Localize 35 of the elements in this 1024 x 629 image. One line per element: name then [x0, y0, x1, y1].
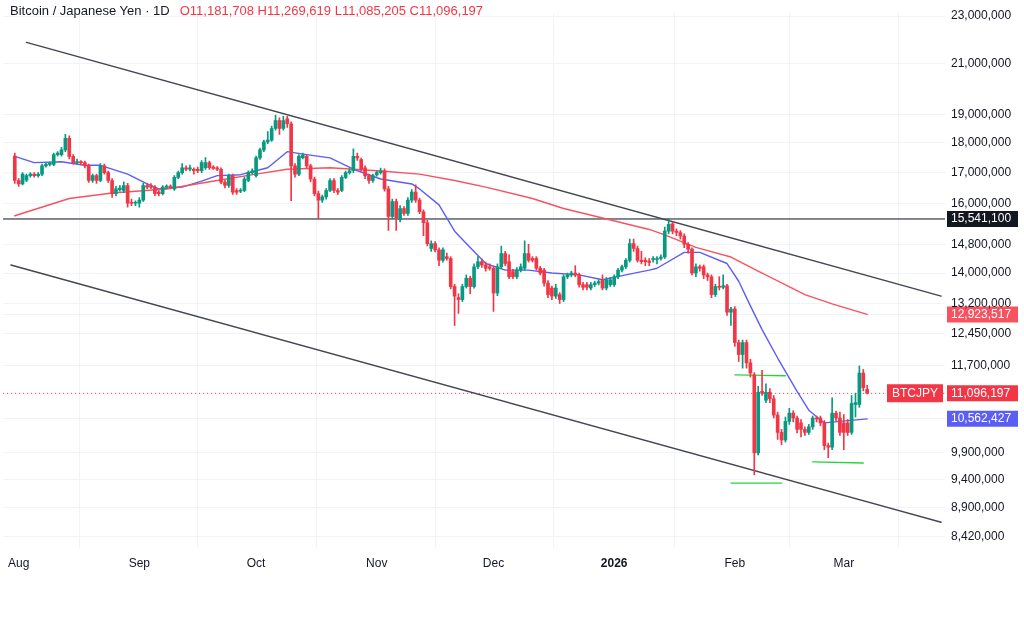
candlestick: [643, 257, 648, 267]
x-tick-label: Sep: [128, 555, 151, 570]
y-tick-label: 21,000,000: [951, 55, 1012, 70]
chart-subtitle: O11,181,708 H11,269,619 L11,085,205 C11,096,197: [179, 3, 484, 18]
y-tick-label: 12,450,000: [951, 326, 1012, 341]
y-tick-label: 17,000,000: [951, 164, 1012, 179]
candlestick: [717, 276, 722, 291]
y-tick-label: 14,000,000: [951, 265, 1012, 280]
y-tick-label: 10,562,427: [951, 411, 1012, 426]
ref-line-label: BTCJPY: [891, 385, 938, 400]
y-tick-label: 9,400,000: [951, 471, 1005, 486]
chart-title: Bitcoin / Japanese Yen · 1D: [10, 3, 170, 18]
x-tick-label: Oct: [246, 555, 267, 570]
y-tick-label: 14,800,000: [951, 236, 1012, 251]
y-tick-label: 11,700,000: [951, 358, 1011, 373]
x-tick-label: Nov: [366, 555, 388, 570]
x-tick-label: Aug: [8, 555, 30, 570]
y-tick-label: 8,900,000: [951, 499, 1005, 514]
y-tick-label: 16,000,000: [951, 196, 1012, 211]
x-tick-label: Dec: [482, 555, 505, 570]
y-tick-label: 23,000,000: [951, 8, 1012, 23]
y-tick-label: 9,900,000: [951, 444, 1005, 459]
x-tick-label: Feb: [724, 555, 746, 570]
candlestick: [655, 256, 659, 265]
candlestick: [729, 307, 733, 326]
y-tick-label: 11,096,197: [951, 385, 1011, 400]
candlestick: [721, 274, 725, 290]
x-tick-label: 2026: [600, 555, 628, 570]
y-tick-label: 19,000,000: [951, 107, 1012, 122]
y-tick-label: 13,200,000: [951, 295, 1012, 310]
y-tick-label: 8,420,000: [951, 528, 1005, 543]
y-tick-label: 18,000,000: [951, 135, 1012, 150]
candlestick: [760, 370, 764, 396]
y-tick-label: 15,541,100: [951, 211, 1012, 226]
x-tick-label: Mar: [833, 555, 855, 570]
